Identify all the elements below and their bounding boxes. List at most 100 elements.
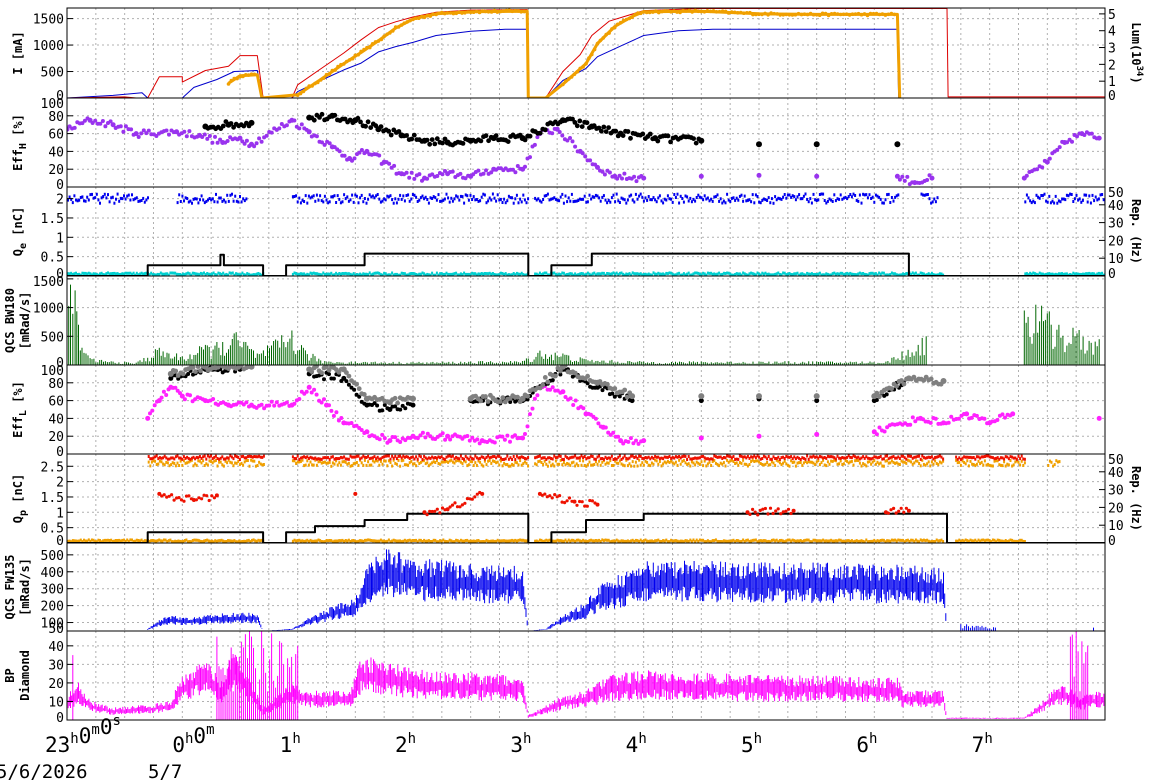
data-point (432, 538, 435, 542)
data-point (143, 200, 146, 204)
data-point (924, 273, 927, 276)
data-point (163, 463, 166, 467)
data-point (314, 539, 317, 543)
data-point (801, 197, 804, 201)
data-point (663, 460, 666, 464)
data-point (210, 140, 215, 145)
data-point (799, 272, 802, 276)
data-point (874, 193, 877, 197)
data-point (455, 459, 458, 463)
data-point (716, 272, 719, 276)
data-point (301, 455, 304, 459)
data-point (810, 540, 813, 543)
data-point (150, 271, 153, 275)
data-point (206, 272, 209, 275)
data-point (284, 400, 289, 405)
data-point (496, 460, 499, 464)
data-point (349, 198, 352, 202)
data-point (149, 464, 152, 468)
data-point (564, 454, 567, 458)
data-point (582, 197, 585, 201)
data-point (796, 539, 799, 543)
data-point (782, 271, 785, 275)
data-point (354, 381, 359, 387)
data-point (233, 273, 236, 276)
data-point (190, 365, 196, 370)
data-point (428, 14, 433, 18)
data-point (523, 539, 526, 543)
data-point (801, 463, 804, 467)
data-point (601, 538, 604, 542)
data-point (188, 393, 192, 398)
data-point (184, 461, 187, 465)
data-point (545, 379, 551, 385)
data-point (79, 538, 82, 542)
data-point (213, 200, 216, 204)
data-point (825, 464, 828, 468)
data-point (863, 540, 866, 543)
data-point (121, 129, 126, 134)
data-point (167, 132, 171, 137)
data-point (443, 437, 448, 442)
data-point (385, 32, 389, 37)
data-point (216, 457, 219, 460)
data-point (753, 460, 756, 463)
data-point (1022, 464, 1025, 467)
data-point (1012, 539, 1015, 543)
data-point (676, 463, 679, 467)
data-point (769, 201, 772, 205)
data-point (761, 539, 764, 543)
data-point (873, 272, 876, 276)
data-point (102, 195, 105, 198)
data-point (746, 538, 749, 542)
data-point (636, 197, 639, 201)
data-point (296, 454, 299, 458)
data-point (208, 455, 211, 459)
data-point (600, 169, 605, 174)
data-point (111, 540, 114, 543)
data-point (418, 538, 421, 542)
data-point (274, 400, 279, 405)
data-point (508, 400, 513, 404)
data-point (718, 464, 721, 468)
data-point (874, 455, 877, 459)
data-point (475, 456, 478, 460)
data-point (895, 461, 898, 465)
data-point (742, 455, 745, 459)
data-point (775, 12, 779, 16)
data-point (223, 273, 226, 276)
data-point (673, 193, 676, 196)
data-point (798, 456, 801, 460)
data-point (89, 539, 92, 543)
data-point (259, 402, 264, 407)
data-point (199, 539, 202, 543)
data-point (337, 149, 342, 154)
data-point (614, 272, 617, 276)
data-point (745, 199, 748, 203)
data-point (493, 273, 496, 276)
data-point (459, 460, 462, 464)
data-point (788, 272, 791, 275)
data-point (439, 462, 442, 466)
data-point (368, 457, 371, 461)
data-point (654, 198, 657, 202)
data-point (596, 455, 599, 459)
data-point (849, 455, 852, 459)
data-point (423, 454, 426, 458)
data-point (809, 460, 812, 464)
data-point (934, 456, 937, 459)
data-point (523, 460, 526, 464)
data-point (835, 12, 840, 16)
data-point (110, 272, 113, 276)
data-point (719, 540, 722, 543)
data-point (537, 273, 540, 276)
data-point (974, 413, 979, 418)
data-point (152, 456, 155, 460)
data-point (1057, 272, 1060, 276)
data-point (341, 456, 344, 460)
data-point (1001, 456, 1004, 460)
data-point (215, 140, 220, 145)
data-point (419, 538, 422, 542)
data-point (582, 272, 585, 276)
data-point (862, 192, 865, 196)
